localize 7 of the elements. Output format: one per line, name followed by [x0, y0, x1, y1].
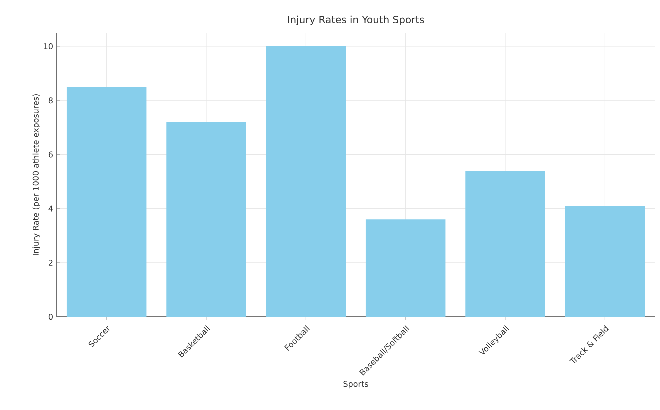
bar — [66, 87, 147, 317]
chart-title: Injury Rates in Youth Sports — [288, 16, 424, 26]
bar — [166, 122, 246, 317]
bar — [266, 46, 346, 317]
bar — [466, 170, 546, 317]
bar — [565, 206, 646, 317]
bar — [366, 220, 446, 317]
